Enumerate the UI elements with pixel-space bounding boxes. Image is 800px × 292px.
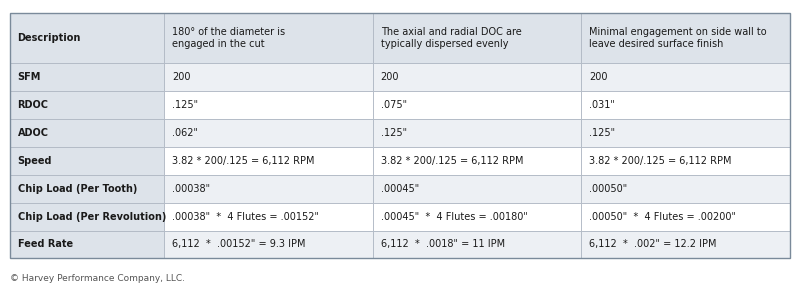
Bar — [10, 175, 164, 203]
Text: .075": .075" — [381, 100, 406, 110]
Text: .00038"  *  4 Flutes = .00152": .00038" * 4 Flutes = .00152" — [172, 212, 319, 222]
Bar — [373, 231, 581, 258]
Bar — [10, 13, 790, 258]
Bar — [581, 63, 790, 91]
Text: 6,112  *  .002" = 12.2 IPM: 6,112 * .002" = 12.2 IPM — [589, 239, 717, 249]
Bar — [10, 147, 164, 175]
Bar — [164, 203, 373, 231]
Bar — [373, 13, 581, 63]
Bar — [581, 175, 790, 203]
Bar — [581, 147, 790, 175]
Text: 3.82 * 200/.125 = 6,112 RPM: 3.82 * 200/.125 = 6,112 RPM — [589, 156, 732, 166]
Bar — [164, 147, 373, 175]
Text: Description: Description — [18, 33, 81, 43]
Bar — [10, 13, 164, 63]
Text: .125": .125" — [589, 128, 615, 138]
Bar — [164, 231, 373, 258]
Text: SFM: SFM — [18, 72, 41, 82]
Text: .062": .062" — [172, 128, 198, 138]
Bar — [10, 91, 164, 119]
Bar — [164, 91, 373, 119]
Bar — [581, 119, 790, 147]
Bar — [581, 91, 790, 119]
Bar — [10, 119, 164, 147]
Text: .125": .125" — [381, 128, 406, 138]
Text: .125": .125" — [172, 100, 198, 110]
Bar — [581, 13, 790, 63]
Text: 3.82 * 200/.125 = 6,112 RPM: 3.82 * 200/.125 = 6,112 RPM — [172, 156, 314, 166]
Bar — [164, 13, 373, 63]
Text: The axial and radial DOC are
typically dispersed evenly: The axial and radial DOC are typically d… — [381, 27, 522, 49]
Bar — [164, 175, 373, 203]
Text: 180° of the diameter is
engaged in the cut: 180° of the diameter is engaged in the c… — [172, 27, 286, 49]
Bar — [164, 63, 373, 91]
Bar — [581, 231, 790, 258]
Text: Speed: Speed — [18, 156, 52, 166]
Bar — [164, 119, 373, 147]
Text: .00045"  *  4 Flutes = .00180": .00045" * 4 Flutes = .00180" — [381, 212, 527, 222]
Text: Minimal engagement on side wall to
leave desired surface finish: Minimal engagement on side wall to leave… — [589, 27, 766, 49]
Bar — [373, 175, 581, 203]
Text: 3.82 * 200/.125 = 6,112 RPM: 3.82 * 200/.125 = 6,112 RPM — [381, 156, 523, 166]
Text: Chip Load (Per Revolution): Chip Load (Per Revolution) — [18, 212, 166, 222]
Text: .00038": .00038" — [172, 184, 210, 194]
Text: 200: 200 — [381, 72, 399, 82]
Bar — [373, 119, 581, 147]
Bar — [10, 231, 164, 258]
Text: © Harvey Performance Company, LLC.: © Harvey Performance Company, LLC. — [10, 274, 185, 283]
Text: .00050"  *  4 Flutes = .00200": .00050" * 4 Flutes = .00200" — [589, 212, 736, 222]
Text: .00045": .00045" — [381, 184, 419, 194]
Text: 6,112  *  .00152" = 9.3 IPM: 6,112 * .00152" = 9.3 IPM — [172, 239, 306, 249]
Text: 200: 200 — [589, 72, 608, 82]
Text: Feed Rate: Feed Rate — [18, 239, 73, 249]
Bar — [10, 203, 164, 231]
Text: Chip Load (Per Tooth): Chip Load (Per Tooth) — [18, 184, 137, 194]
Text: .031": .031" — [589, 100, 615, 110]
Text: RDOC: RDOC — [18, 100, 49, 110]
Bar — [581, 203, 790, 231]
Text: 6,112  *  .0018" = 11 IPM: 6,112 * .0018" = 11 IPM — [381, 239, 505, 249]
Bar — [373, 91, 581, 119]
Text: ADOC: ADOC — [18, 128, 49, 138]
Text: .00050": .00050" — [589, 184, 627, 194]
Bar — [10, 63, 164, 91]
Bar — [373, 147, 581, 175]
Bar — [373, 203, 581, 231]
Bar — [373, 63, 581, 91]
Text: 200: 200 — [172, 72, 190, 82]
